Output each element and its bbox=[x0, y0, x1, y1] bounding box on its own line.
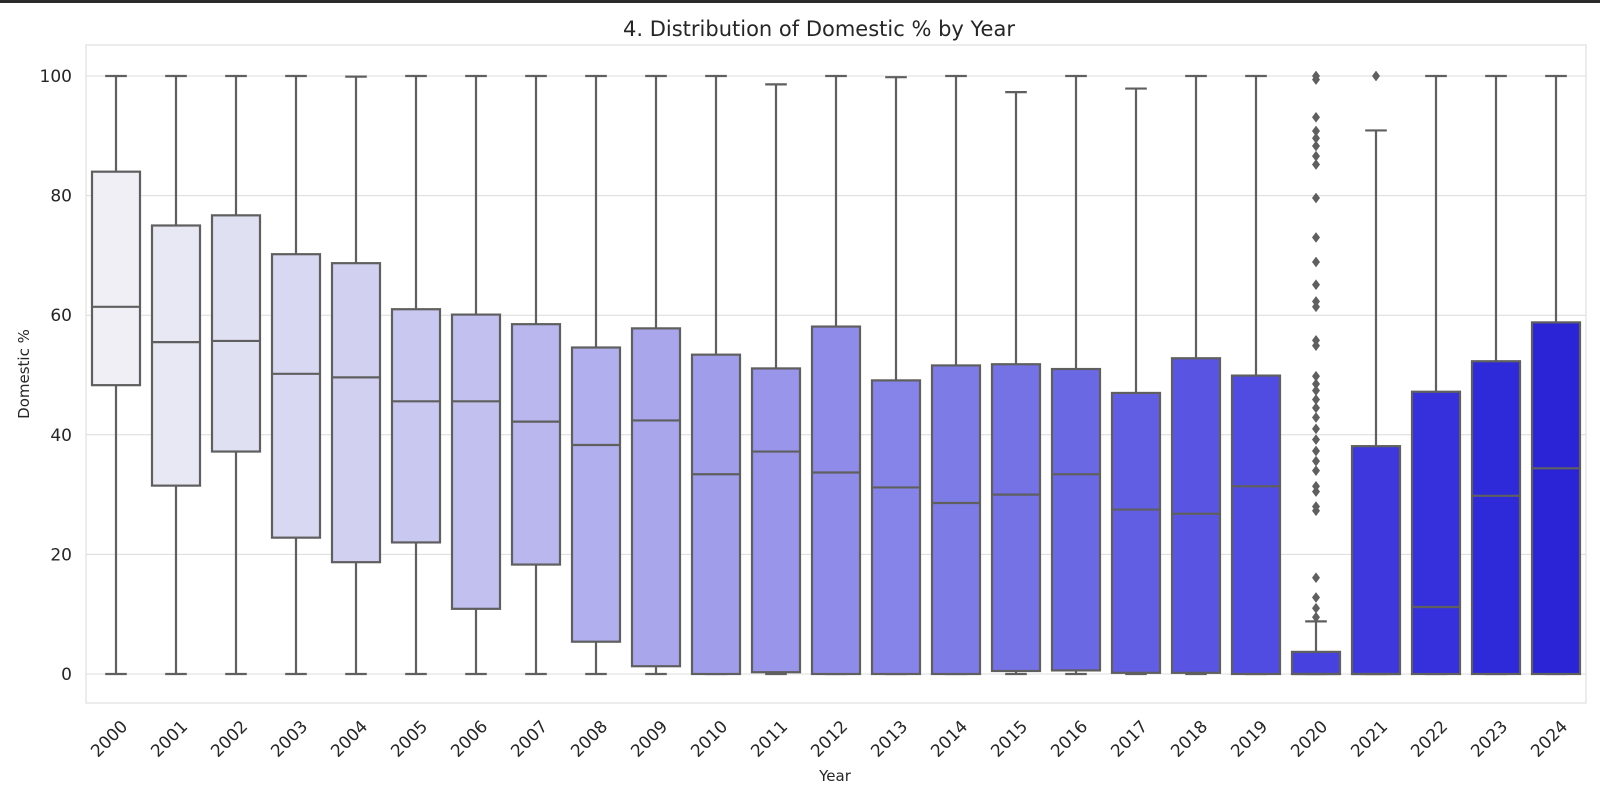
box-2018 bbox=[1170, 357, 1222, 674]
box-2017 bbox=[1110, 391, 1162, 674]
outlier-2020-16 bbox=[1311, 385, 1321, 396]
x-tick-label-2021: 2021 bbox=[1347, 717, 1392, 762]
box-2023 bbox=[1470, 360, 1522, 676]
outlier-2020-8 bbox=[1311, 465, 1321, 477]
x-tick-label-2010: 2010 bbox=[687, 717, 732, 762]
box-2020 bbox=[1290, 650, 1342, 676]
outlier-2020-29 bbox=[1311, 140, 1321, 152]
y-tick-label-80: 80 bbox=[50, 187, 72, 207]
box-2005 bbox=[390, 308, 442, 544]
x-tick-label-2019: 2019 bbox=[1227, 717, 1272, 762]
box-2013 bbox=[870, 379, 922, 676]
x-tick-label-2011: 2011 bbox=[747, 717, 792, 762]
y-tick-label-0: 0 bbox=[61, 665, 72, 685]
outlier-2020-7 bbox=[1311, 480, 1321, 492]
outlier-2020-11 bbox=[1311, 434, 1321, 446]
outlier-2020-1 bbox=[1311, 602, 1321, 614]
box-2010 bbox=[690, 353, 742, 676]
x-tick-label-2022: 2022 bbox=[1407, 717, 1452, 762]
x-tick-label-2003: 2003 bbox=[267, 717, 312, 762]
x-tick-label-2001: 2001 bbox=[147, 717, 192, 762]
x-tick-label-2013: 2013 bbox=[867, 717, 912, 762]
y-axis-ticks: 0 20 40 60 80 100 bbox=[40, 67, 72, 685]
box-2014 bbox=[930, 364, 982, 676]
box-series bbox=[90, 70, 1582, 676]
outlier-2020-34 bbox=[1311, 70, 1321, 82]
outlier-2020-20 bbox=[1311, 334, 1321, 346]
outlier-2020-23 bbox=[1311, 279, 1321, 291]
x-tick-label-2002: 2002 bbox=[207, 717, 252, 762]
outlier-2020-14 bbox=[1311, 402, 1321, 414]
x-tick-label-2004: 2004 bbox=[327, 717, 372, 762]
x-tick-label-2014: 2014 bbox=[927, 717, 972, 762]
outlier-2020-3 bbox=[1311, 572, 1321, 584]
box-2008 bbox=[570, 346, 622, 643]
outlier-2020-24 bbox=[1311, 256, 1321, 268]
x-tick-label-2012: 2012 bbox=[807, 717, 852, 762]
box-2015 bbox=[990, 363, 1042, 673]
outlier-2020-15 bbox=[1311, 394, 1321, 405]
outlier-2020-27 bbox=[1311, 159, 1321, 170]
box-2024 bbox=[1530, 321, 1582, 676]
y-tick-label-40: 40 bbox=[50, 426, 72, 446]
x-tick-label-2018: 2018 bbox=[1167, 717, 1212, 762]
outlier-2020-28 bbox=[1311, 150, 1321, 162]
box-2004 bbox=[330, 262, 382, 564]
window-top-border bbox=[0, 0, 1600, 3]
box-2022 bbox=[1410, 390, 1462, 676]
y-tick-label-60: 60 bbox=[50, 306, 72, 326]
outlier-2020-10 bbox=[1311, 445, 1321, 457]
x-tick-label-2005: 2005 bbox=[387, 717, 432, 762]
outlier-2020-26 bbox=[1311, 192, 1321, 204]
x-tick-label-2008: 2008 bbox=[567, 717, 612, 762]
outlier-2020-0 bbox=[1311, 611, 1321, 623]
outlier-2020-9 bbox=[1311, 455, 1321, 467]
x-axis-ticks: 2000 2001 2002 2003 2004 2005 2006 2007 2008 2009… bbox=[87, 717, 1572, 762]
x-tick-label-2016: 2016 bbox=[1047, 717, 1092, 762]
outlier-2020-32 bbox=[1311, 111, 1321, 123]
outlier-2020-17 bbox=[1311, 378, 1321, 390]
y-tick-label-100: 100 bbox=[40, 67, 72, 87]
outlier-2020-12 bbox=[1311, 423, 1321, 435]
box-2016 bbox=[1050, 367, 1102, 672]
box-2001 bbox=[150, 224, 202, 487]
outlier-2020-13 bbox=[1311, 412, 1321, 423]
box-2009 bbox=[630, 327, 682, 668]
box-2012 bbox=[810, 325, 862, 676]
y-axis-label: Domestic % bbox=[15, 329, 33, 419]
outlier-2020-18 bbox=[1311, 370, 1321, 382]
outlier-2020-2 bbox=[1311, 592, 1321, 603]
box-2006 bbox=[450, 313, 502, 610]
x-tick-label-2009: 2009 bbox=[627, 717, 672, 762]
box-2011 bbox=[750, 367, 802, 674]
outlier-2020-22 bbox=[1311, 296, 1321, 307]
outlier-2020-25 bbox=[1311, 232, 1321, 243]
y-tick-label-20: 20 bbox=[50, 545, 72, 565]
outlier-2020-5 bbox=[1311, 501, 1321, 512]
box-2003 bbox=[270, 253, 322, 539]
x-tick-label-2015: 2015 bbox=[987, 717, 1032, 762]
outlier-2020-30 bbox=[1311, 132, 1321, 144]
outlier-2021-0 bbox=[1371, 70, 1381, 82]
x-tick-label-2000: 2000 bbox=[87, 717, 132, 762]
x-tick-label-2007: 2007 bbox=[507, 717, 552, 762]
x-tick-label-2020: 2020 bbox=[1287, 717, 1332, 762]
box-2002 bbox=[210, 214, 262, 453]
box-2021 bbox=[1350, 445, 1402, 676]
box-2019 bbox=[1230, 374, 1282, 676]
x-tick-label-2023: 2023 bbox=[1467, 717, 1512, 762]
x-tick-label-2006: 2006 bbox=[447, 717, 492, 762]
box-2007 bbox=[510, 323, 562, 566]
box-2000 bbox=[90, 170, 142, 387]
outlier-2020-31 bbox=[1311, 125, 1321, 137]
x-axis-label: Year bbox=[818, 767, 852, 785]
chart-title: 4. Distribution of Domestic % by Year bbox=[623, 17, 1015, 41]
x-tick-label-2017: 2017 bbox=[1107, 717, 1152, 762]
x-tick-label-2024: 2024 bbox=[1527, 717, 1572, 762]
